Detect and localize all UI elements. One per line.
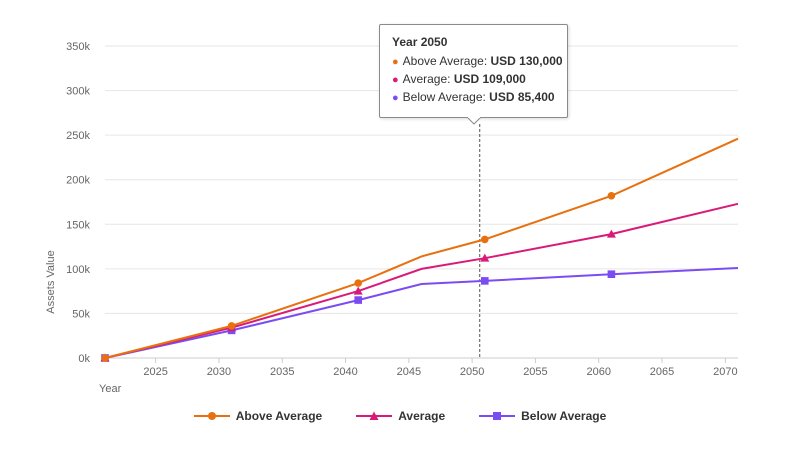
x-tick-label: 2035: [270, 366, 294, 378]
legend-label-below-average: Below Average: [521, 409, 607, 423]
x-tick-label: 2030: [207, 366, 231, 378]
tooltip-bullet-icon: ●: [392, 92, 399, 104]
y-tick-label: 50k: [72, 308, 90, 320]
y-tick-label: 200k: [66, 175, 90, 187]
x-tick-label: 2055: [523, 366, 547, 378]
tooltip-row-average: ● Average: USD 109,000: [392, 72, 557, 86]
chart-legend: Above Average Average Below Average: [0, 409, 800, 423]
tooltip-bullet-icon: ●: [392, 56, 399, 68]
data-point-triangle: [353, 286, 363, 295]
data-point-circle: [481, 235, 489, 244]
x-tick-label: 2045: [397, 366, 421, 378]
data-point-circle: [227, 322, 236, 330]
legend-item-above-average[interactable]: Above Average: [193, 409, 323, 423]
x-tick-label: 2070: [713, 366, 737, 378]
tooltip-label: Below Average:: [402, 90, 490, 104]
data-point-triangle: [480, 253, 490, 262]
y-axis-title: Assets Value: [45, 250, 57, 313]
y-tick-label: 100k: [66, 264, 90, 276]
x-tick-label: 2040: [333, 366, 357, 378]
tooltip-label: Above Average:: [402, 54, 491, 68]
legend-item-below-average[interactable]: Below Average: [479, 409, 606, 423]
legend-triangle-marker-icon: [356, 411, 393, 420]
legend-item-average[interactable]: Average: [356, 409, 445, 423]
y-tick-label: 300k: [66, 86, 90, 98]
tooltip-row-above-average: ● Above Average: USD 130,000: [392, 54, 563, 68]
data-point-square: [481, 277, 489, 285]
y-tick-label: 0k: [78, 353, 90, 365]
legend-label-above-average: Above Average: [235, 409, 323, 423]
x-axis-title: Year: [99, 383, 122, 395]
data-point-circle: [101, 354, 109, 362]
data-point-circle: [354, 279, 363, 287]
tooltip-title: Year 2050: [392, 35, 448, 49]
legend-label-average: Average: [398, 409, 446, 423]
y-tick-label: 250k: [66, 130, 90, 142]
x-tick-label: 2025: [143, 366, 167, 378]
legend-square-marker-icon: [479, 412, 516, 420]
data-point-square: [354, 296, 362, 304]
tooltip-row-below-average: ● Below Average: USD 85,400: [392, 90, 557, 104]
tooltip-pointer-icon: [467, 117, 481, 125]
tooltip-value: USD 130,000: [490, 54, 563, 68]
tooltip-bullet-icon: ●: [392, 74, 399, 86]
x-tick-label: 2050: [460, 366, 484, 378]
tooltip-value: USD 109,000: [453, 72, 526, 86]
tooltip-value: USD 85,400: [489, 90, 555, 104]
y-tick-label: 150k: [66, 219, 90, 231]
data-tooltip: Year 2050 ● Above Average: USD 130,000 ● A…: [379, 24, 568, 118]
y-tick-label: 350k: [66, 41, 90, 53]
tooltip-label: Average:: [402, 72, 454, 86]
series-line-above-average: [104, 137, 739, 359]
data-point-triangle: [606, 229, 616, 238]
legend-circle-marker-icon: [193, 412, 230, 420]
x-tick-label: 2065: [650, 366, 674, 378]
data-point-square: [607, 270, 616, 279]
data-point-circle: [607, 191, 616, 200]
x-tick-label: 2060: [586, 366, 610, 378]
